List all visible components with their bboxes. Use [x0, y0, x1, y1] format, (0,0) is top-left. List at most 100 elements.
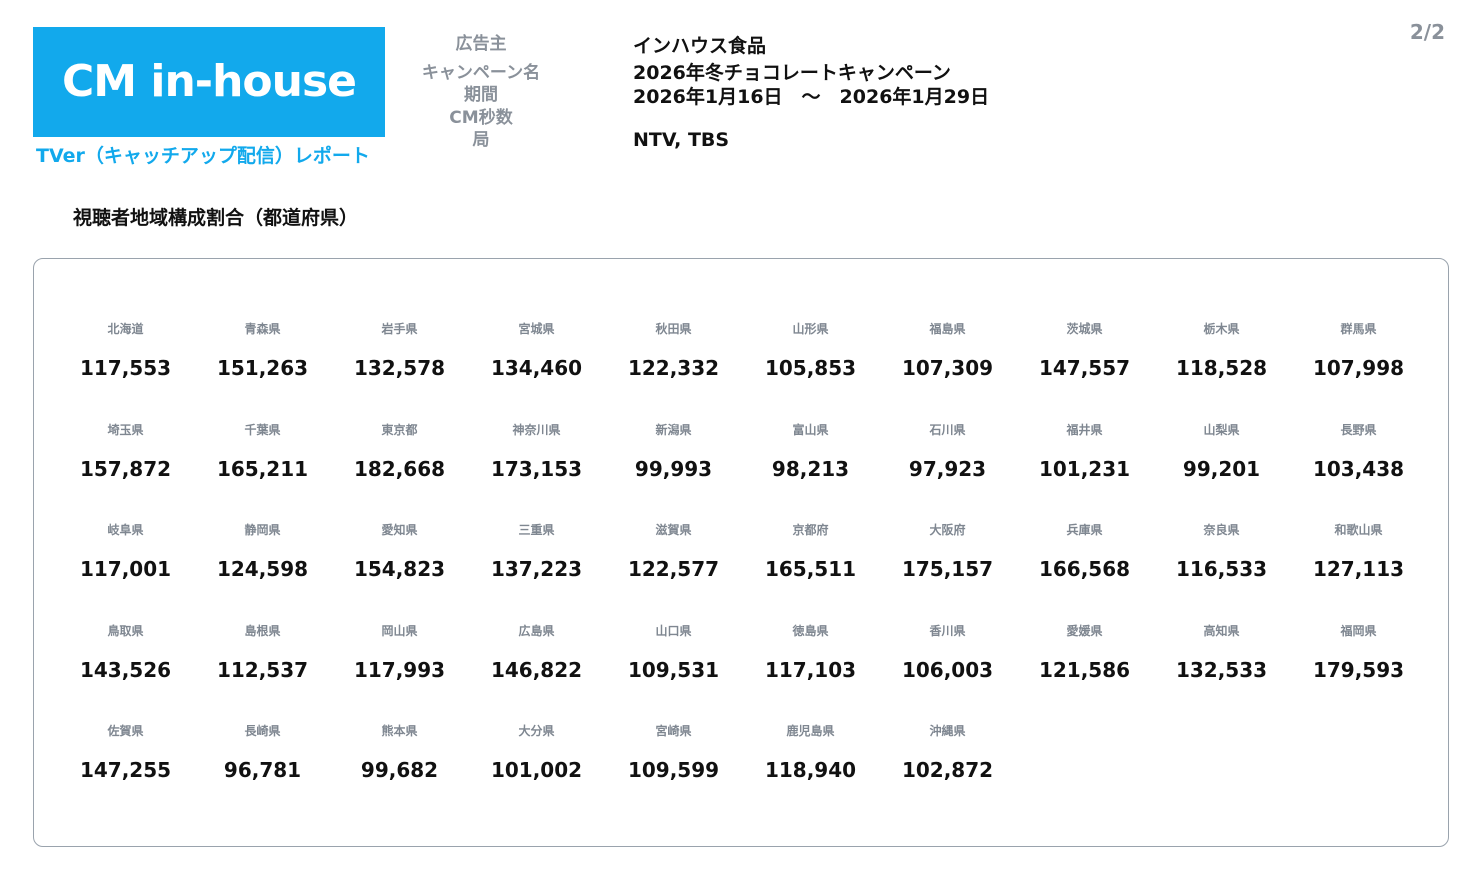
prefecture-name: 高知県 [1203, 623, 1240, 638]
prefecture-value: 182,668 [353, 456, 446, 481]
prefecture-value: 102,872 [901, 758, 994, 782]
prefecture-value: 143,526 [79, 657, 172, 682]
prefecture-name: 岐阜県 [107, 523, 144, 537]
prefecture-value: 122,332 [627, 356, 720, 380]
prefecture-cell: 長崎県 96,781 [194, 723, 331, 782]
prefecture-name: 沖縄県 [929, 724, 966, 738]
label-advertiser: 広告主 [455, 34, 507, 54]
prefecture-value: 101,002 [490, 758, 583, 782]
prefecture-name: 愛知県 [381, 523, 418, 537]
prefecture-name: 栃木県 [1203, 322, 1240, 336]
prefecture-name: 富山県 [792, 422, 829, 437]
prefecture-name: 熊本県 [381, 724, 418, 738]
prefecture-cell: 大分県 101,002 [468, 723, 605, 782]
prefecture-cell: 鳥取県 143,526 [57, 623, 194, 682]
prefecture-value: 118,940 [764, 758, 857, 782]
prefecture-name: 大阪府 [929, 523, 966, 537]
prefecture-name: 青森県 [244, 322, 281, 336]
prefecture-cell: 岩手県 132,578 [331, 321, 468, 380]
prefecture-cell: 福井県 101,231 [1016, 422, 1153, 481]
prefecture-cell: 神奈川県 173,153 [468, 422, 605, 481]
prefecture-name: 広島県 [518, 623, 555, 638]
prefecture-value: 122,577 [627, 557, 720, 581]
prefecture-name: 神奈川県 [512, 422, 561, 437]
prefecture-value: 165,211 [216, 456, 309, 481]
prefecture-value: 99,201 [1182, 456, 1261, 481]
prefecture-cell: 愛媛県 121,586 [1016, 623, 1153, 682]
prefecture-cell: 石川県 97,923 [879, 422, 1016, 481]
prefecture-cell: 福島県 107,309 [879, 321, 1016, 380]
prefecture-cell: 三重県 137,223 [468, 522, 605, 581]
prefecture-value: 107,998 [1312, 356, 1405, 380]
prefecture-name: 岩手県 [381, 322, 418, 336]
prefecture-cell: 愛知県 154,823 [331, 522, 468, 581]
label-period: 期間 [464, 85, 498, 105]
prefecture-cell: 香川県 106,003 [879, 623, 1016, 682]
prefecture-name: 奈良県 [1203, 523, 1240, 537]
value-campaign: 2026年冬チョコレートキャンペーン [633, 61, 951, 84]
prefecture-value: 127,113 [1312, 557, 1405, 581]
prefecture-value: 109,531 [627, 657, 720, 682]
prefecture-cell: 山梨県 99,201 [1153, 422, 1290, 481]
value-advertiser: インハウス食品 [633, 35, 767, 57]
prefecture-value: 166,568 [1038, 557, 1131, 581]
prefecture-name: 宮崎県 [655, 724, 692, 738]
prefecture-panel: 北海道 117,553 青森県 151,263 岩手県 132,578 宮城県 134,460… [33, 258, 1449, 847]
prefecture-name: 千葉県 [244, 422, 281, 437]
prefecture-value: 124,598 [216, 557, 309, 581]
prefecture-cell: 山形県 105,853 [742, 321, 879, 380]
prefecture-cell: 茨城県 147,557 [1016, 321, 1153, 380]
prefecture-name: 佐賀県 [107, 724, 144, 738]
prefecture-value: 101,231 [1038, 456, 1131, 481]
prefecture-cell: 兵庫県 166,568 [1016, 522, 1153, 581]
prefecture-name: 山梨県 [1203, 422, 1240, 437]
prefecture-value: 117,001 [79, 557, 172, 581]
prefecture-cell: 群馬県 107,998 [1290, 321, 1427, 380]
prefecture-cell: 栃木県 118,528 [1153, 321, 1290, 380]
prefecture-value: 96,781 [223, 758, 302, 782]
prefecture-name: 静岡県 [244, 523, 281, 537]
prefecture-cell: 高知県 132,533 [1153, 623, 1290, 682]
prefecture-cell: 京都府 165,511 [742, 522, 879, 581]
label-campaign: キャンペーン名 [421, 62, 541, 83]
prefecture-cell: 北海道 117,553 [57, 321, 194, 380]
prefecture-value: 154,823 [353, 557, 446, 581]
prefecture-name: 香川県 [929, 623, 966, 638]
report-subtitle: TVer（キャッチアップ配信）レポート [36, 145, 370, 167]
prefecture-value: 103,438 [1312, 456, 1405, 481]
prefecture-cell: 熊本県 99,682 [331, 723, 468, 782]
prefecture-name: 新潟県 [655, 422, 692, 437]
prefecture-value: 121,586 [1038, 657, 1131, 682]
prefecture-name: 鳥取県 [107, 623, 144, 638]
prefecture-name: 滋賀県 [655, 523, 692, 537]
prefecture-name: 愛媛県 [1066, 623, 1103, 638]
prefecture-value: 151,263 [216, 356, 309, 380]
prefecture-value: 98,213 [771, 456, 850, 481]
prefecture-name: 秋田県 [655, 322, 692, 336]
prefecture-name: 山形県 [792, 322, 829, 336]
meta-values: インハウス食品 2026年冬チョコレートキャンペーン 2026年1月16日 ～ … [633, 34, 989, 152]
prefecture-name: 福井県 [1066, 422, 1103, 437]
prefecture-value: 109,599 [627, 758, 720, 782]
prefecture-name: 茨城県 [1066, 322, 1103, 336]
label-station: 局 [472, 130, 490, 150]
prefecture-name: 島根県 [244, 623, 281, 638]
logo-text: CM in-house [62, 56, 357, 107]
prefecture-value: 157,872 [79, 456, 172, 481]
value-period: 2026年1月16日 ～ 2026年1月29日 [633, 86, 990, 108]
prefecture-value: 134,460 [490, 356, 583, 380]
prefecture-cell: 奈良県 116,533 [1153, 522, 1290, 581]
value-station: NTV, TBS [633, 128, 730, 151]
prefecture-value: 165,511 [764, 557, 857, 581]
prefecture-cell: 徳島県 117,103 [742, 623, 879, 682]
prefecture-cell: 福岡県 179,593 [1290, 623, 1427, 682]
prefecture-name: 群馬県 [1340, 322, 1377, 336]
prefecture-cell: 埼玉県 157,872 [57, 422, 194, 481]
prefecture-value: 112,537 [216, 657, 309, 682]
prefecture-cell: 宮城県 134,460 [468, 321, 605, 380]
prefecture-value: 146,822 [490, 657, 583, 682]
prefecture-cell: 広島県 146,822 [468, 623, 605, 682]
prefecture-name: 北海道 [107, 322, 144, 336]
prefecture-name: 石川県 [929, 422, 966, 437]
prefecture-value: 99,993 [634, 456, 713, 481]
